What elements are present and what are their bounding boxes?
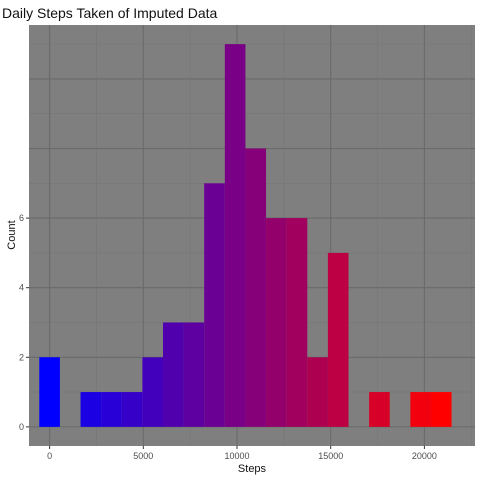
- histogram-bar: [245, 148, 267, 427]
- x-axis-title: Steps: [238, 463, 267, 475]
- histogram-bar: [266, 218, 287, 427]
- x-tick-label: 15000: [318, 451, 343, 461]
- y-axis-title: Count: [6, 220, 18, 249]
- histogram-bar: [162, 322, 184, 427]
- histogram-bar: [101, 392, 122, 427]
- histogram-bar: [80, 392, 102, 427]
- histogram-bar: [410, 392, 431, 427]
- histogram-bar: [369, 392, 390, 427]
- y-tick-label: 4: [19, 283, 24, 293]
- histogram-bar: [327, 252, 349, 427]
- y-axis: 0 2 4 6: [19, 213, 29, 432]
- x-tick-label: 5000: [133, 451, 153, 461]
- x-axis: 0 5000 10000 15000 20000: [47, 446, 437, 461]
- y-tick-label: 2: [19, 352, 24, 362]
- histogram-bar: [307, 357, 328, 427]
- histogram-bar: [121, 392, 143, 427]
- y-tick-label: 6: [19, 213, 24, 223]
- histogram-bar: [39, 357, 60, 427]
- histogram-bar: [204, 183, 225, 427]
- histogram-bar: [183, 322, 205, 427]
- x-tick-label: 10000: [224, 451, 249, 461]
- y-tick-label: 0: [19, 422, 24, 432]
- x-tick-label: 20000: [412, 451, 437, 461]
- x-tick-label: 0: [47, 451, 52, 461]
- histogram-bar: [286, 218, 308, 427]
- histogram-bar: [430, 392, 452, 427]
- histogram-bar: [224, 44, 246, 427]
- histogram-bar: [142, 357, 163, 427]
- chart-title: Daily Steps Taken of Imputed Data: [2, 5, 218, 21]
- histogram-bars: [39, 44, 452, 427]
